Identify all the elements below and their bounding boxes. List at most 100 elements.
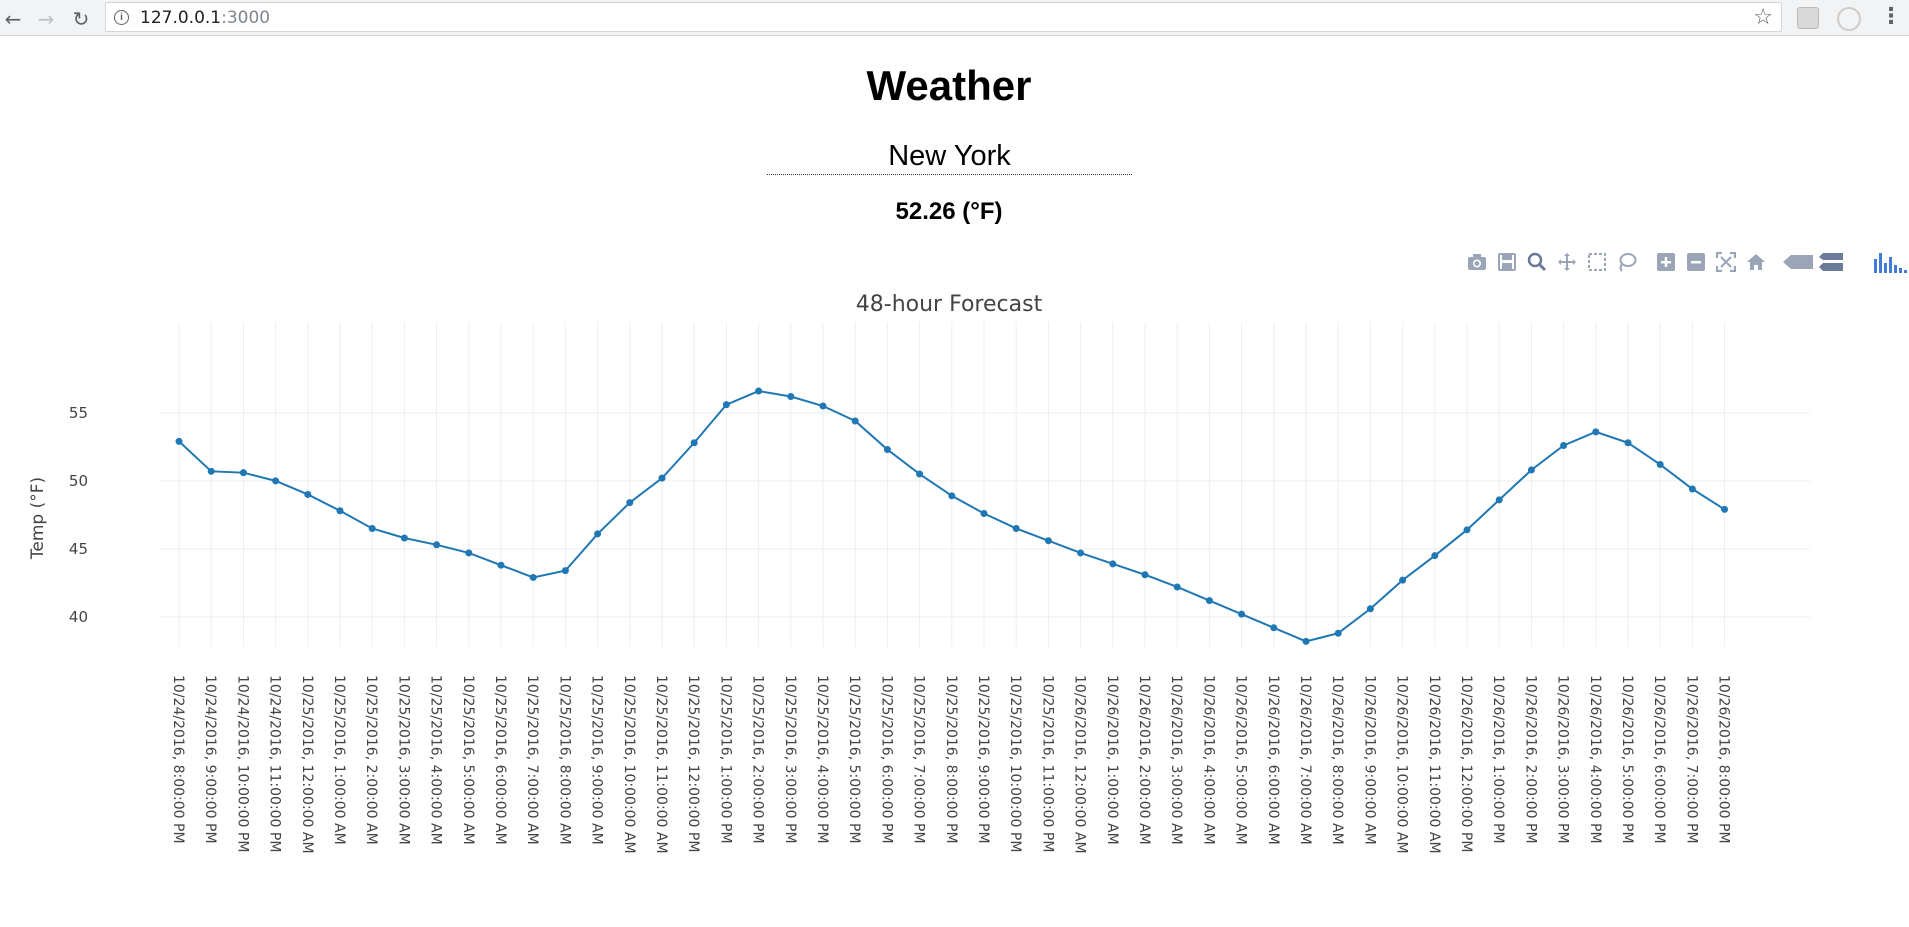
- data-point[interactable]: [1431, 552, 1439, 560]
- grid: [160, 322, 1810, 647]
- data-point[interactable]: [1624, 439, 1632, 447]
- lasso-select-icon[interactable]: [1615, 250, 1639, 274]
- star-icon[interactable]: ☆: [1753, 5, 1773, 30]
- data-point[interactable]: [755, 387, 763, 395]
- x-tick-label: 10/25/2016, 9:00:00 AM: [589, 675, 605, 845]
- x-tick-label: 10/25/2016, 8:00:00 AM: [556, 675, 572, 845]
- x-tick-label: 10/25/2016, 4:00:00 PM: [814, 675, 830, 844]
- data-point[interactable]: [851, 417, 859, 425]
- data-point[interactable]: [948, 492, 956, 500]
- x-tick-label: 10/24/2016, 10:00:00 PM: [234, 675, 250, 852]
- data-point[interactable]: [239, 469, 247, 477]
- data-point[interactable]: [722, 401, 730, 409]
- data-point[interactable]: [336, 507, 344, 515]
- page-title: Weather: [866, 62, 1032, 109]
- save-icon[interactable]: [1495, 250, 1519, 274]
- pan-icon[interactable]: [1555, 250, 1579, 274]
- data-point[interactable]: [980, 510, 988, 517]
- y-tick-label: 45: [69, 540, 88, 558]
- city-input[interactable]: [767, 138, 1132, 175]
- data-point[interactable]: [368, 524, 376, 532]
- data-point[interactable]: [1270, 624, 1278, 632]
- data-point[interactable]: [1656, 461, 1664, 469]
- extension-icon[interactable]: [1797, 7, 1819, 29]
- data-point[interactable]: [175, 437, 183, 445]
- hover-compare-icon[interactable]: [1819, 250, 1843, 274]
- x-axis-ticks: 10/24/2016, 8:00:00 PM 10/24/2016, 9:00:0…: [170, 675, 1732, 854]
- data-point[interactable]: [304, 490, 312, 498]
- data-point[interactable]: [1044, 537, 1052, 545]
- data-point[interactable]: [207, 467, 215, 475]
- data-point[interactable]: [883, 446, 891, 454]
- zoom-in-icon[interactable]: [1654, 250, 1678, 274]
- back-arrow-icon[interactable]: ←: [4, 7, 22, 31]
- data-point[interactable]: [594, 530, 602, 538]
- data-point[interactable]: [400, 534, 408, 542]
- data-point[interactable]: [1527, 466, 1535, 474]
- browser-toolbar: ← → ↻ i 127.0.0.1:3000 ☆ ⋮: [0, 0, 1909, 36]
- data-point[interactable]: [1302, 637, 1310, 645]
- x-tick-label: 10/26/2016, 6:00:00 AM: [1265, 675, 1281, 845]
- data-point[interactable]: [1238, 610, 1246, 618]
- x-tick-label: 10/25/2016, 7:00:00 AM: [524, 675, 540, 845]
- x-tick-label: 10/26/2016, 12:00:00 AM: [1072, 675, 1088, 854]
- data-point[interactable]: [1721, 505, 1729, 513]
- data-point[interactable]: [561, 567, 569, 575]
- data-point[interactable]: [272, 477, 280, 485]
- address-bar[interactable]: i 127.0.0.1:3000 ☆: [105, 2, 1782, 32]
- data-point[interactable]: [690, 439, 698, 447]
- x-tick-label: 10/26/2016, 9:00:00 AM: [1361, 675, 1377, 845]
- data-point[interactable]: [626, 499, 634, 507]
- data-point[interactable]: [1012, 524, 1020, 532]
- info-icon[interactable]: i: [114, 10, 129, 25]
- extension-icon-2[interactable]: [1837, 7, 1861, 31]
- data-point[interactable]: [1592, 428, 1600, 436]
- hover-closest-icon[interactable]: [1783, 250, 1813, 274]
- data-point[interactable]: [1109, 560, 1117, 568]
- plotly-logo-icon[interactable]: [1873, 250, 1907, 274]
- data-point[interactable]: [819, 402, 827, 410]
- data-point[interactable]: [1495, 496, 1503, 504]
- x-tick-label: 10/25/2016, 9:00:00 PM: [975, 675, 991, 844]
- x-tick-label: 10/26/2016, 5:00:00 PM: [1619, 675, 1635, 844]
- data-point[interactable]: [1205, 597, 1213, 605]
- x-tick-label: 10/26/2016, 7:00:00 PM: [1683, 675, 1699, 844]
- autoscale-icon[interactable]: [1714, 250, 1738, 274]
- data-point[interactable]: [1077, 549, 1085, 557]
- data-point[interactable]: [1463, 526, 1471, 534]
- zoom-out-icon[interactable]: [1684, 250, 1708, 274]
- chart-title: 48-hour Forecast: [856, 292, 1043, 317]
- data-point[interactable]: [497, 561, 505, 569]
- data-point[interactable]: [1560, 441, 1568, 449]
- data-point[interactable]: [916, 470, 924, 478]
- series-temp: [175, 387, 1729, 645]
- x-tick-label: 10/25/2016, 10:00:00 PM: [1007, 675, 1023, 852]
- data-point[interactable]: [1399, 576, 1407, 584]
- box-select-icon[interactable]: [1585, 250, 1609, 274]
- data-point[interactable]: [1141, 571, 1149, 579]
- data-point[interactable]: [1334, 629, 1342, 637]
- data-point[interactable]: [787, 392, 795, 400]
- data-point[interactable]: [1366, 605, 1374, 613]
- zoom-icon[interactable]: [1525, 250, 1549, 274]
- data-point[interactable]: [465, 549, 473, 557]
- reset-axes-icon[interactable]: [1744, 250, 1768, 274]
- data-point[interactable]: [1173, 583, 1181, 591]
- x-tick-label: 10/26/2016, 3:00:00 PM: [1555, 675, 1571, 844]
- y-tick-label: 50: [69, 472, 88, 490]
- camera-icon[interactable]: [1465, 250, 1489, 274]
- kebab-menu-icon[interactable]: ⋮: [1880, 4, 1902, 29]
- x-tick-label: 10/25/2016, 4:00:00 AM: [428, 675, 444, 845]
- data-point[interactable]: [1688, 485, 1696, 493]
- x-tick-label: 10/26/2016, 1:00:00 PM: [1490, 675, 1506, 844]
- x-tick-label: 10/26/2016, 2:00:00 AM: [1136, 675, 1152, 845]
- forward-arrow-icon[interactable]: →: [37, 7, 55, 31]
- reload-icon[interactable]: ↻: [72, 7, 90, 31]
- forecast-chart[interactable]: 48-hour Forecast Temp (°F) 40 45 50 55 10/2…: [0, 280, 1909, 900]
- data-point[interactable]: [433, 541, 441, 549]
- x-tick-label: 10/25/2016, 5:00:00 AM: [460, 675, 476, 845]
- url-text[interactable]: 127.0.0.1:3000: [140, 8, 271, 28]
- data-point[interactable]: [658, 474, 666, 482]
- data-point[interactable]: [529, 573, 537, 581]
- x-tick-label: 10/26/2016, 8:00:00 PM: [1716, 675, 1732, 844]
